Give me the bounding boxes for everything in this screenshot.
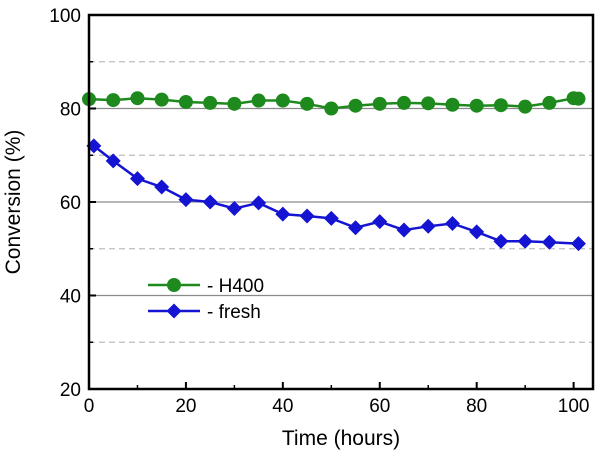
data-point (154, 92, 169, 107)
data-point (372, 214, 388, 230)
data-point (469, 224, 485, 240)
data-point (226, 201, 242, 217)
x-tick-label: 20 (175, 396, 196, 417)
y-tick-label: 60 (60, 193, 81, 214)
data-point (541, 234, 557, 250)
data-point (106, 93, 121, 108)
legend: - H400 - fresh (148, 276, 264, 323)
series-line (93, 144, 579, 245)
data-point (445, 97, 460, 112)
data-point (421, 96, 436, 111)
data-point (299, 208, 315, 224)
data-point (202, 194, 218, 210)
series-diamond (86, 138, 586, 252)
data-point (323, 210, 339, 226)
y-tick-label: 80 (60, 100, 81, 121)
data-point (420, 218, 436, 234)
y-tick-label: 100 (49, 6, 81, 27)
data-point (178, 192, 194, 208)
data-point (105, 153, 121, 169)
data-point (251, 195, 267, 211)
data-point (518, 99, 533, 114)
data-point (154, 179, 170, 195)
data-point (300, 96, 315, 111)
data-point (275, 206, 291, 222)
data-point (227, 96, 242, 111)
data-point (493, 98, 508, 113)
data-point (129, 171, 145, 187)
legend-marker (167, 278, 181, 292)
data-point (469, 98, 484, 113)
data-point (130, 91, 145, 106)
data-point (396, 222, 412, 238)
x-axis-label: Time (hours) (282, 427, 400, 450)
data-point (251, 93, 266, 108)
x-tick-label: 100 (558, 396, 590, 417)
data-point (493, 233, 509, 249)
legend-item: - H400 (148, 276, 264, 297)
x-tick-label: 60 (369, 396, 390, 417)
legend-label: - H400 (207, 276, 264, 297)
data-point (517, 233, 533, 249)
x-tick-label: 0 (84, 396, 95, 417)
y-tick-label: 20 (60, 380, 81, 401)
data-point (570, 236, 586, 252)
legend-marker (166, 303, 182, 319)
series-line (88, 96, 579, 110)
y-tick-label: 40 (60, 287, 81, 308)
data-point (571, 91, 586, 106)
data-point (178, 94, 193, 109)
data-point (542, 95, 557, 110)
data-point (348, 220, 364, 236)
data-point (275, 93, 290, 108)
data-point (324, 101, 339, 116)
data-point (203, 95, 218, 110)
data-point (348, 98, 363, 113)
legend-item: - fresh (148, 302, 261, 323)
series-circle (82, 91, 586, 116)
series-layer (82, 91, 586, 252)
legend-label: - fresh (207, 302, 261, 323)
data-point (444, 216, 460, 232)
x-tick-label: 40 (272, 396, 293, 417)
x-tick-label: 80 (466, 396, 487, 417)
y-axis-label: Conversion (%) (2, 130, 25, 275)
data-point (372, 96, 387, 111)
data-point (397, 95, 411, 110)
